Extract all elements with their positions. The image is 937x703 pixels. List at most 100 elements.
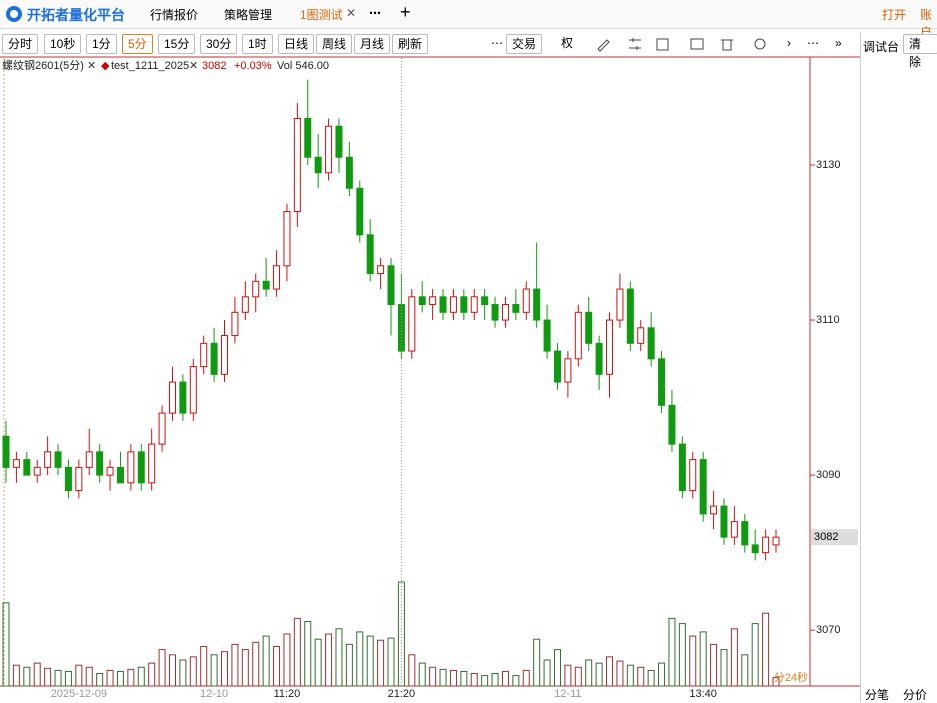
candle-body <box>325 125 333 174</box>
period-button[interactable]: 月线 <box>354 34 391 54</box>
volume-bar <box>54 669 62 687</box>
legend-change: +0.03% <box>234 60 272 72</box>
more[interactable]: ⋯ <box>486 34 508 52</box>
volume-bar <box>522 669 530 687</box>
volume-bar <box>647 669 655 687</box>
legend-marker: ◆ <box>101 60 110 72</box>
volume-bar <box>200 645 208 687</box>
candle-body <box>75 466 83 492</box>
y-tick-label: 3070 <box>816 624 840 636</box>
candle-body <box>168 381 176 414</box>
period-button[interactable]: 15分 <box>158 34 196 54</box>
volume-bar <box>751 623 759 687</box>
legend-close: ✕ <box>87 60 96 72</box>
candle-body <box>616 288 624 321</box>
candle-body <box>137 451 145 484</box>
volume-bar <box>137 666 145 687</box>
period-button[interactable]: 5分 <box>122 34 153 54</box>
volume-bar <box>283 633 291 687</box>
candle-body <box>429 296 437 306</box>
x-tick-label: 12-10 <box>200 688 228 700</box>
trade[interactable]: 交易 <box>506 34 543 54</box>
tab-active[interactable]: 1图测试 <box>300 8 343 22</box>
candle-body <box>189 366 197 414</box>
tab-close[interactable]: ✕ <box>346 6 357 20</box>
candle-body <box>564 358 572 383</box>
clear[interactable]: 清除 <box>903 34 937 69</box>
candle-body <box>44 451 52 468</box>
candle-body <box>741 521 749 546</box>
volume-bar <box>168 654 176 687</box>
more[interactable]: ⋯ <box>369 6 381 20</box>
open[interactable]: 打开 <box>882 8 907 22</box>
volume-bar <box>23 666 31 687</box>
candle-body <box>252 280 260 298</box>
period-button[interactable]: 周线 <box>316 34 353 54</box>
period-button[interactable]: 30分 <box>200 34 238 54</box>
period-button[interactable]: 1分 <box>86 34 117 54</box>
volume-bar <box>64 670 72 687</box>
volume-bar <box>304 621 312 687</box>
candle-body <box>23 459 31 476</box>
toolbar: ⋯ 交易 权 › ⋯ » 分时 10秒 1分 5分 15分 30分 1时 日线 周线 月线 刷新 <box>0 32 860 56</box>
tool-icons[interactable] <box>595 36 775 52</box>
candle-body <box>387 265 395 306</box>
expand[interactable]: » <box>830 34 847 52</box>
volume-bar <box>606 656 614 687</box>
volume-bar <box>512 675 520 687</box>
candle-body <box>606 319 614 375</box>
volume-bar <box>741 654 749 687</box>
bottom-tab[interactable]: 分价 <box>903 688 928 702</box>
bottom-tab[interactable]: 分笔 <box>865 688 890 702</box>
last-price-label: 3082 <box>814 531 838 543</box>
volume-bar <box>585 659 593 687</box>
period-button[interactable]: 10秒 <box>44 34 82 54</box>
volume-bar <box>626 664 634 687</box>
period-button[interactable]: 日线 <box>278 34 315 54</box>
candle-body <box>689 459 697 492</box>
candle-body <box>699 459 707 515</box>
tab[interactable]: 策略管理 <box>224 8 273 22</box>
volume-bar <box>158 649 166 687</box>
period-button[interactable]: 1时 <box>242 34 273 54</box>
candle-body <box>626 288 634 344</box>
volume-bar <box>574 666 582 687</box>
candle-body <box>54 451 62 468</box>
candle-body <box>116 466 124 484</box>
legend-close: ✕ <box>189 60 198 72</box>
logo: 开拓者量化平台 <box>27 7 125 23</box>
add-tab[interactable]: + <box>400 2 411 22</box>
volume-bar <box>678 623 686 687</box>
candle-body <box>574 311 582 360</box>
chart: 螺纹钢2601(5分) ✕ ◆ test_1211_2025 ✕ 3082 +0… <box>0 56 860 700</box>
candle-body <box>397 304 405 352</box>
tab[interactable]: 行情报价 <box>150 8 199 22</box>
volume-bar <box>189 656 197 687</box>
candle-body <box>533 288 541 321</box>
more[interactable]: ⋯ <box>802 34 824 52</box>
candle-body <box>158 412 166 445</box>
volume-bar <box>470 673 478 687</box>
volume-bar <box>179 659 187 687</box>
candle-body <box>85 451 93 468</box>
candle-body <box>304 117 312 158</box>
volume-bar <box>12 664 20 687</box>
candle-body <box>439 296 447 313</box>
volume-bar <box>637 666 645 687</box>
period-button[interactable]: 分时 <box>2 34 39 54</box>
candle-body <box>720 505 728 538</box>
candle-body <box>64 466 72 492</box>
candle-body <box>2 435 10 468</box>
period-button[interactable]: 刷新 <box>392 34 429 54</box>
candle-body <box>658 358 666 406</box>
candle-body <box>335 125 343 158</box>
candle-body <box>356 187 364 236</box>
rights[interactable]: 权 <box>556 34 579 52</box>
next[interactable]: › <box>782 34 796 52</box>
candle-body <box>262 280 270 290</box>
candle-body <box>221 335 229 375</box>
volume-bar <box>658 662 666 687</box>
candle-body <box>460 296 468 313</box>
volume-bar <box>2 602 10 687</box>
candle-body <box>127 451 135 484</box>
